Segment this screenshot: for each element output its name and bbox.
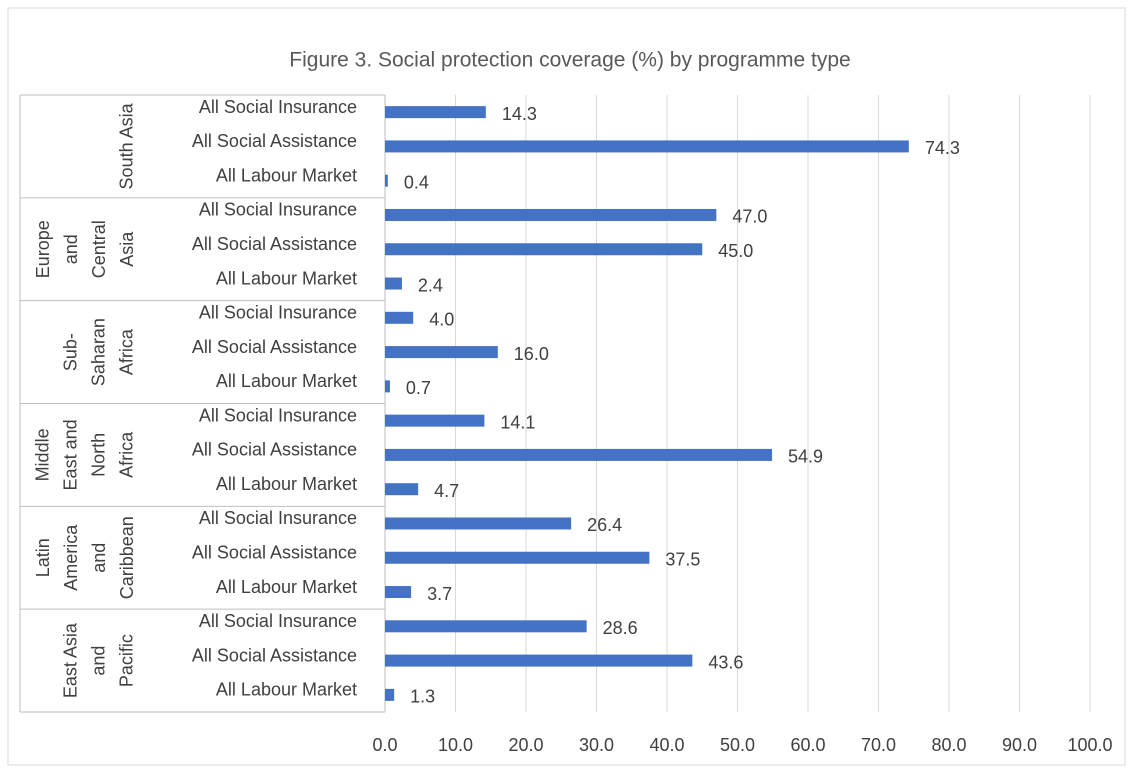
bar xyxy=(385,414,485,427)
data-label: 54.9 xyxy=(788,447,823,467)
y-tick-label: All Labour Market xyxy=(216,577,357,597)
data-label: 47.0 xyxy=(732,207,767,227)
y-tick-label: All Labour Market xyxy=(216,165,357,185)
y-tick-label: All Social Insurance xyxy=(199,611,357,631)
group-label: North xyxy=(89,433,109,477)
data-label: 1.3 xyxy=(410,687,435,707)
x-tick-label: 90.0 xyxy=(1002,735,1037,755)
group-label: Latin xyxy=(33,538,53,577)
bar xyxy=(385,346,498,359)
bar xyxy=(385,483,419,496)
x-tick-label: 60.0 xyxy=(790,735,825,755)
group-label: Central xyxy=(89,220,109,278)
group-label: East and xyxy=(61,419,81,490)
data-label: 0.4 xyxy=(404,172,429,192)
data-label: 14.3 xyxy=(502,104,537,124)
y-tick-label: All Labour Market xyxy=(216,371,357,391)
x-tick-label: 70.0 xyxy=(861,735,896,755)
y-tick-label: All Social Assistance xyxy=(192,234,357,254)
data-label: 2.4 xyxy=(418,275,443,295)
y-tick-label: All Social Insurance xyxy=(199,97,357,117)
y-tick-label: All Labour Market xyxy=(216,680,357,700)
data-label: 0.7 xyxy=(406,378,431,398)
data-label: 43.6 xyxy=(708,652,743,672)
group-label: South Asia xyxy=(117,102,137,189)
group-label: Europe xyxy=(33,220,53,278)
group-label: Caribbean xyxy=(117,516,137,599)
data-label: 45.0 xyxy=(718,241,753,261)
group-label: and xyxy=(61,234,81,264)
data-label: 16.0 xyxy=(514,344,549,364)
x-tick-label: 20.0 xyxy=(508,735,543,755)
data-label: 14.1 xyxy=(500,412,535,432)
bar xyxy=(385,277,402,290)
bar xyxy=(385,586,412,599)
data-label: 37.5 xyxy=(665,550,700,570)
bar xyxy=(385,517,572,530)
bar xyxy=(385,140,909,153)
data-label: 4.0 xyxy=(429,310,454,330)
x-tick-label: 50.0 xyxy=(720,735,755,755)
group-label: Middle xyxy=(33,428,53,481)
bar xyxy=(385,380,390,393)
bar xyxy=(385,106,486,119)
group-label: Pacific xyxy=(117,634,137,687)
bar xyxy=(385,620,587,633)
data-label: 28.6 xyxy=(603,618,638,638)
group-label: Africa xyxy=(117,431,137,478)
chart-title: Figure 3. Social protection coverage (%)… xyxy=(289,49,850,72)
y-tick-label: All Social Assistance xyxy=(192,543,357,563)
data-label: 74.3 xyxy=(925,138,960,158)
group-label: Saharan xyxy=(89,318,109,386)
group-label: Sub- xyxy=(61,333,81,371)
bar xyxy=(385,688,395,701)
x-tick-label: 10.0 xyxy=(438,735,473,755)
y-tick-label: All Social Assistance xyxy=(192,131,357,151)
bar xyxy=(385,208,717,221)
bar xyxy=(385,311,414,324)
group-label: and xyxy=(89,646,109,676)
data-label: 26.4 xyxy=(587,515,622,535)
y-tick-label: All Social Insurance xyxy=(199,405,357,425)
data-label: 4.7 xyxy=(434,481,459,501)
x-tick-label: 100.0 xyxy=(1067,735,1112,755)
x-tick-label: 80.0 xyxy=(931,735,966,755)
bar xyxy=(385,551,650,564)
x-tick-label: 40.0 xyxy=(649,735,684,755)
y-tick-label: All Labour Market xyxy=(216,474,357,494)
group-label: Asia xyxy=(117,231,137,267)
bar xyxy=(385,448,773,461)
y-tick-label: All Social Insurance xyxy=(199,200,357,220)
chart-border xyxy=(7,7,1126,766)
group-label: Africa xyxy=(117,328,137,375)
bar xyxy=(385,174,388,187)
bar xyxy=(385,243,703,256)
group-label: East Asia xyxy=(61,622,81,698)
y-tick-label: All Social Assistance xyxy=(192,645,357,665)
group-label: America xyxy=(61,524,81,591)
data-label: 3.7 xyxy=(427,584,452,604)
y-tick-label: All Social Insurance xyxy=(199,303,357,323)
y-tick-label: All Social Assistance xyxy=(192,440,357,460)
y-tick-label: All Social Insurance xyxy=(199,508,357,528)
bar xyxy=(385,654,693,667)
x-tick-label: 30.0 xyxy=(579,735,614,755)
y-tick-label: All Social Assistance xyxy=(192,337,357,357)
y-tick-label: All Labour Market xyxy=(216,268,357,288)
x-tick-label: 0.0 xyxy=(372,735,397,755)
group-label: and xyxy=(89,543,109,573)
